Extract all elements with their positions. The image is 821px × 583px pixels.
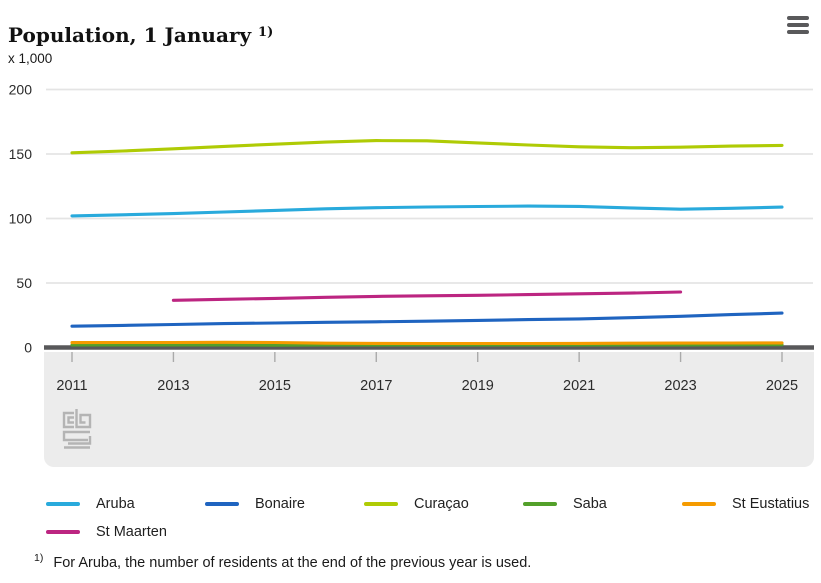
- x-axis-tick-label: 2021: [563, 378, 595, 394]
- page-title: Population, 1 January 1): [8, 23, 274, 48]
- title-footnote-marker: 1): [258, 25, 274, 41]
- legend-swatch: [364, 502, 398, 506]
- cbs-logo: [62, 409, 92, 449]
- y-axis-tick-label: 150: [9, 146, 33, 162]
- legend-label: Bonaire: [255, 496, 305, 512]
- population-line-chart: 0 50 100 150 200 2011 2013 2015 2017 2019 2021 2023…: [0, 78, 821, 470]
- legend-item-aruba[interactable]: Aruba: [46, 494, 135, 514]
- x-axis-tick-label: 2015: [259, 378, 291, 394]
- x-axis-tick-label: 2019: [462, 378, 494, 394]
- y-axis-tick-label: 50: [16, 275, 32, 291]
- legend-item-curaçao[interactable]: Curaçao: [364, 494, 469, 514]
- legend-swatch: [46, 530, 80, 534]
- x-axis-tick-label: 2017: [360, 378, 392, 394]
- legend-swatch: [682, 502, 716, 506]
- series-line-bonaire: [70, 311, 784, 328]
- chart-canvas: 0 50 100 150 200 2011 2013 2015 2017 2019 2021 2023…: [9, 82, 814, 394]
- legend-swatch: [205, 502, 239, 506]
- legend-swatch: [46, 502, 80, 506]
- hamburger-menu-icon[interactable]: [787, 16, 809, 34]
- footnote: 1) For Aruba, the number of residents at …: [34, 552, 531, 571]
- series-line-st-eustatius: [70, 340, 784, 346]
- y-axis-unit-label: x 1,000: [8, 51, 53, 66]
- footnote-text: For Aruba, the number of residents at th…: [53, 555, 532, 571]
- series-line-curaçao: [70, 139, 784, 155]
- y-axis-tick-label: 100: [9, 211, 33, 227]
- legend-label: Aruba: [96, 496, 135, 512]
- legend-item-st-eustatius[interactable]: St Eustatius: [682, 494, 809, 514]
- series-line-st-maarten: [171, 290, 683, 302]
- legend-item-st-maarten[interactable]: St Maarten: [46, 522, 167, 542]
- x-axis-tick-label: 2025: [766, 378, 798, 394]
- legend-item-saba[interactable]: Saba: [523, 494, 607, 514]
- footnote-marker: 1): [34, 552, 44, 564]
- y-axis-tick-label: 0: [24, 340, 32, 356]
- legend-label: St Maarten: [96, 524, 167, 540]
- series-line-aruba: [70, 204, 784, 218]
- chart-legend: Aruba Bonaire Curaçao Saba St Eustatius St Ma…: [0, 494, 821, 552]
- x-axis-tick-label: 2011: [56, 378, 87, 394]
- y-axis-tick-label: 200: [9, 82, 33, 98]
- legend-label: Curaçao: [414, 496, 469, 512]
- legend-swatch: [523, 502, 557, 506]
- x-axis-tick-label: 2013: [157, 378, 189, 394]
- legend-label: Saba: [573, 496, 607, 512]
- legend-label: St Eustatius: [732, 496, 810, 512]
- legend-item-bonaire[interactable]: Bonaire: [205, 494, 305, 514]
- x-axis-band: [44, 352, 814, 467]
- x-axis-tick-label: 2023: [664, 378, 696, 394]
